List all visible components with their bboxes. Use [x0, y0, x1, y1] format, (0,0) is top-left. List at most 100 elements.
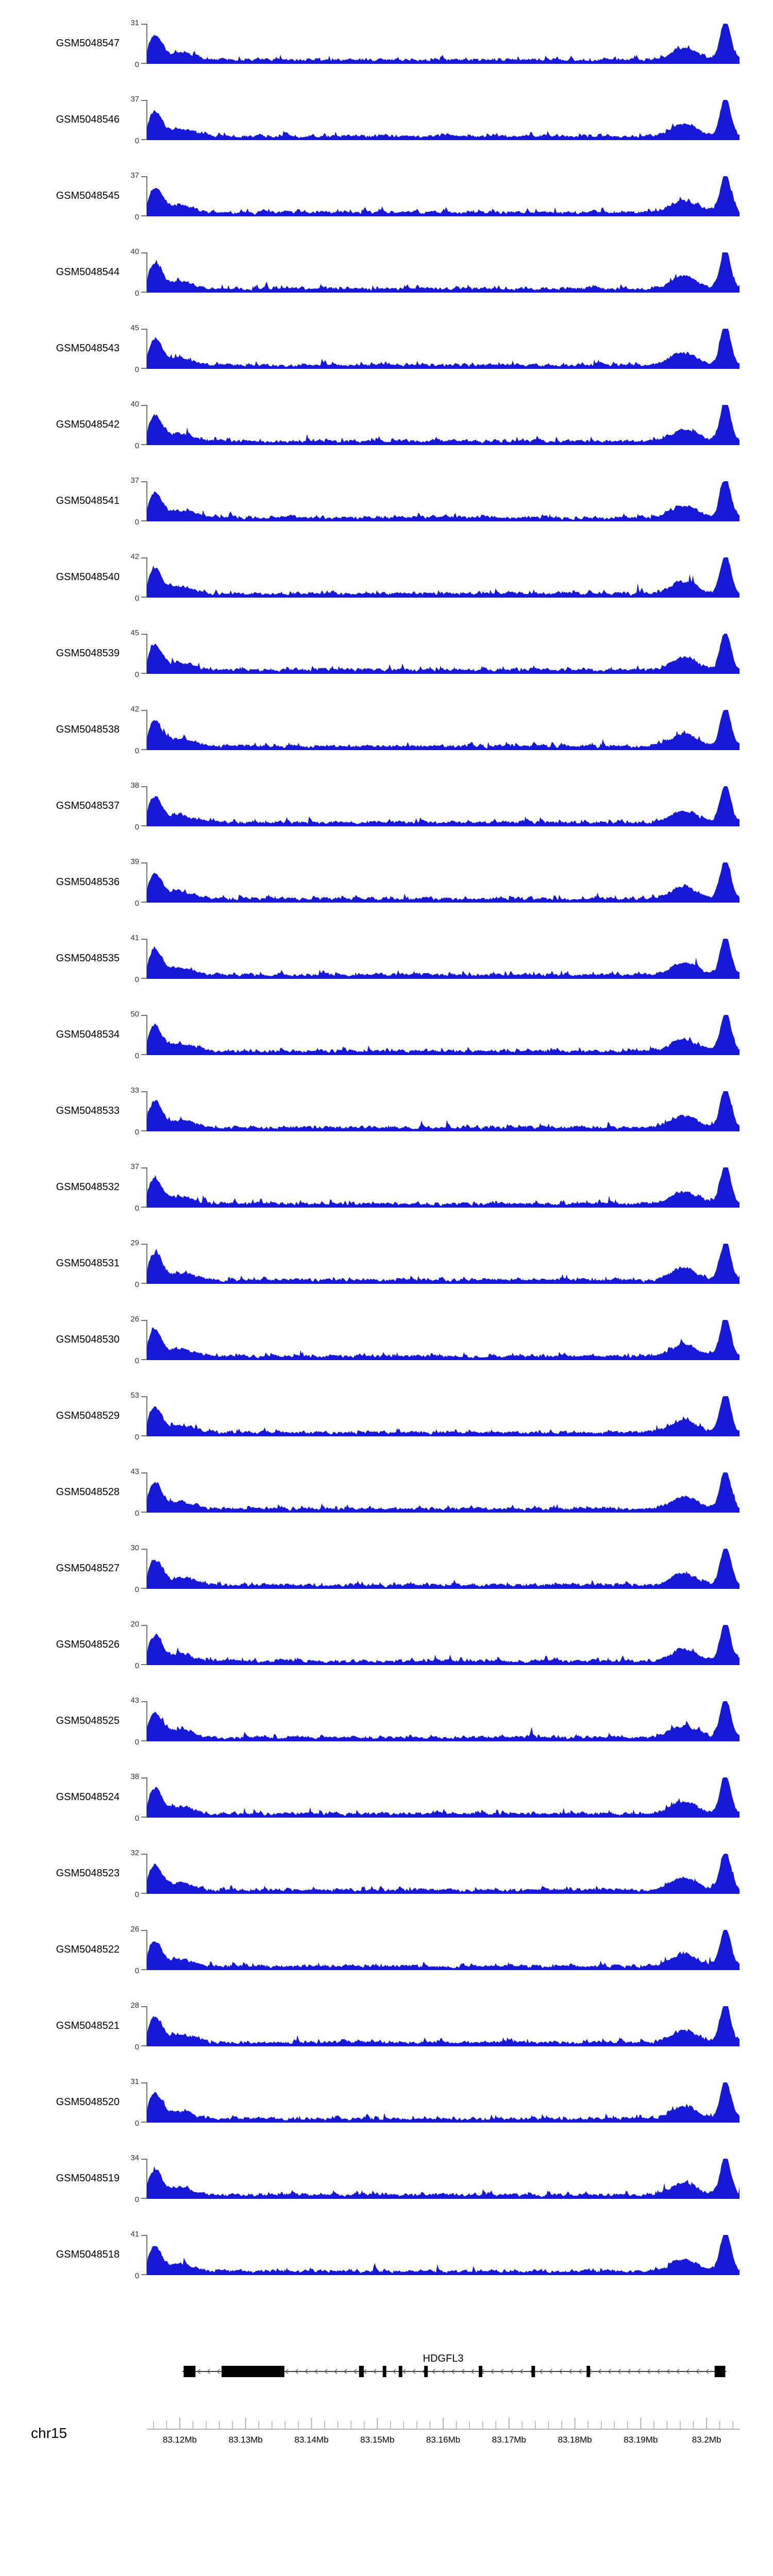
- y-axis-min-label: 0: [135, 1433, 139, 1442]
- coverage-plot-area[interactable]: 43 0: [130, 1696, 740, 1747]
- y-axis-min-label: 0: [135, 518, 139, 527]
- y-axis-tick-min: [141, 139, 147, 140]
- y-axis-max-label: 38: [130, 781, 139, 790]
- coverage-area: [147, 1854, 740, 1894]
- coverage-plot-area[interactable]: 53 0: [130, 1391, 740, 1442]
- y-axis-max-label: 41: [130, 934, 139, 942]
- track-label: GSM5048534: [56, 1029, 120, 1040]
- y-axis-tick-min: [141, 1512, 147, 1513]
- coverage-plot-area[interactable]: 41 0: [130, 934, 740, 984]
- y-axis-tick-max: [141, 1472, 147, 1473]
- coverage-area: [147, 24, 740, 64]
- y-axis-max-label: 20: [130, 1620, 139, 1629]
- coverage-plot-area[interactable]: 42 0: [130, 552, 740, 603]
- y-axis-line: [146, 710, 147, 750]
- y-axis-max-label: 26: [130, 1925, 139, 1934]
- y-axis-min-label: 0: [135, 1814, 139, 1823]
- coverage-plot-area[interactable]: 40 0: [130, 400, 740, 450]
- coverage-plot-area[interactable]: 41 0: [130, 2230, 740, 2280]
- gene-annotation-track[interactable]: HDGFL3: [147, 2353, 740, 2379]
- y-axis-max-label: 37: [130, 95, 139, 104]
- y-axis-max-label: 38: [130, 1772, 139, 1781]
- coverage-plot-area[interactable]: 43 0: [130, 1467, 740, 1518]
- track-label: GSM5048521: [56, 2020, 120, 2031]
- genome-axis-track[interactable]: 83.12Mb 83.13Mb 83.14Mb 83.15Mb 83.16Mb 83.17…: [147, 2416, 740, 2460]
- y-axis-min-label: 0: [135, 2043, 139, 2052]
- coverage-area: [147, 1549, 740, 1589]
- chromosome-label: chr15: [31, 2425, 68, 2441]
- y-axis-tick-min: [141, 1054, 147, 1055]
- coverage-plot-area[interactable]: 50 0: [130, 1010, 740, 1060]
- coverage-plot-area[interactable]: 38 0: [130, 781, 740, 832]
- coverage-plot-area[interactable]: 37 0: [130, 1162, 740, 1213]
- y-axis-tick-max: [141, 2082, 147, 2083]
- y-axis-tick-max: [141, 1396, 147, 1397]
- coverage-plot-area[interactable]: 38 0: [130, 1772, 740, 1823]
- coverage-plot-area[interactable]: 20 0: [130, 1620, 740, 1670]
- y-axis-line: [146, 481, 147, 521]
- track-label: GSM5048540: [56, 571, 120, 583]
- y-axis-max-label: 45: [130, 629, 139, 637]
- coverage-area: [147, 2159, 740, 2199]
- coverage-plot-area[interactable]: 42 0: [130, 705, 740, 755]
- track-label: GSM5048545: [56, 190, 120, 201]
- coverage-plot-area[interactable]: 26 0: [130, 1315, 740, 1365]
- y-axis-line: [146, 557, 147, 598]
- coverage-plot-area[interactable]: 37 0: [130, 95, 740, 145]
- axis-tick-label: 83.14Mb: [294, 2435, 328, 2445]
- y-axis-tick-min: [141, 2274, 147, 2275]
- y-axis-min-label: 0: [135, 1509, 139, 1518]
- y-axis-tick-max: [141, 2006, 147, 2007]
- track-label: GSM5048518: [56, 2249, 120, 2260]
- coverage-plot-area[interactable]: 34 0: [130, 2154, 740, 2204]
- coverage-plot-area[interactable]: 45 0: [130, 324, 740, 374]
- coverage-plot-area[interactable]: 37 0: [130, 171, 740, 222]
- y-axis-max-label: 41: [130, 2230, 139, 2239]
- coverage-plot-area[interactable]: 31 0: [130, 2077, 740, 2128]
- coverage-plot-area[interactable]: 26 0: [130, 1925, 740, 1975]
- y-axis-min-label: 0: [135, 213, 139, 222]
- y-axis-max-label: 32: [130, 1849, 139, 1857]
- axis-tick-label: 83.17Mb: [492, 2435, 526, 2445]
- y-axis-max-label: 28: [130, 2001, 139, 2010]
- y-axis-tick-max: [141, 1320, 147, 1321]
- y-axis-line: [146, 1167, 147, 1208]
- coverage-area: [147, 1472, 740, 1513]
- coverage-plot-area[interactable]: 28 0: [130, 2001, 740, 2052]
- coverage-area: [147, 2082, 740, 2123]
- coverage-plot-area[interactable]: 30 0: [130, 1544, 740, 1594]
- coverage-area: [147, 1625, 740, 1665]
- coverage-area: [147, 1091, 740, 1131]
- track-label: GSM5048531: [56, 1258, 120, 1269]
- y-axis-min-label: 0: [135, 1738, 139, 1747]
- coverage-plot-area[interactable]: 45 0: [130, 629, 740, 679]
- y-axis-min-label: 0: [135, 975, 139, 984]
- track-label: GSM5048532: [56, 1181, 120, 1193]
- y-axis-line: [146, 1701, 147, 1741]
- coverage-area: [147, 1244, 740, 1284]
- axis-tick-label: 83.18Mb: [558, 2435, 592, 2445]
- coverage-plot-area[interactable]: 32 0: [130, 1849, 740, 1899]
- y-axis-tick-min: [141, 1588, 147, 1589]
- coverage-plot-area[interactable]: 31 0: [130, 19, 740, 69]
- y-axis-tick-max: [141, 1091, 147, 1092]
- coverage-plot-area[interactable]: 33 0: [130, 1086, 740, 1137]
- track-label: GSM5048542: [56, 419, 120, 430]
- y-axis-max-label: 39: [130, 857, 139, 866]
- coverage-area: [147, 2235, 740, 2275]
- coverage-plot-area[interactable]: 37 0: [130, 476, 740, 527]
- y-axis-tick-max: [141, 710, 147, 711]
- y-axis-tick-min: [141, 1283, 147, 1284]
- coverage-plot-area[interactable]: 29 0: [130, 1239, 740, 1289]
- axis-tick-label: 83.15Mb: [360, 2435, 394, 2445]
- track-label: GSM5048536: [56, 876, 120, 888]
- y-axis-line: [146, 2159, 147, 2199]
- y-axis-tick-min: [141, 978, 147, 979]
- coverage-area: [147, 786, 740, 826]
- coverage-plot-area[interactable]: 40 0: [130, 247, 740, 298]
- coverage-plot-area[interactable]: 39 0: [130, 857, 740, 908]
- y-axis-line: [146, 1777, 147, 1818]
- y-axis-tick-min: [141, 673, 147, 674]
- y-axis-line: [146, 1015, 147, 1055]
